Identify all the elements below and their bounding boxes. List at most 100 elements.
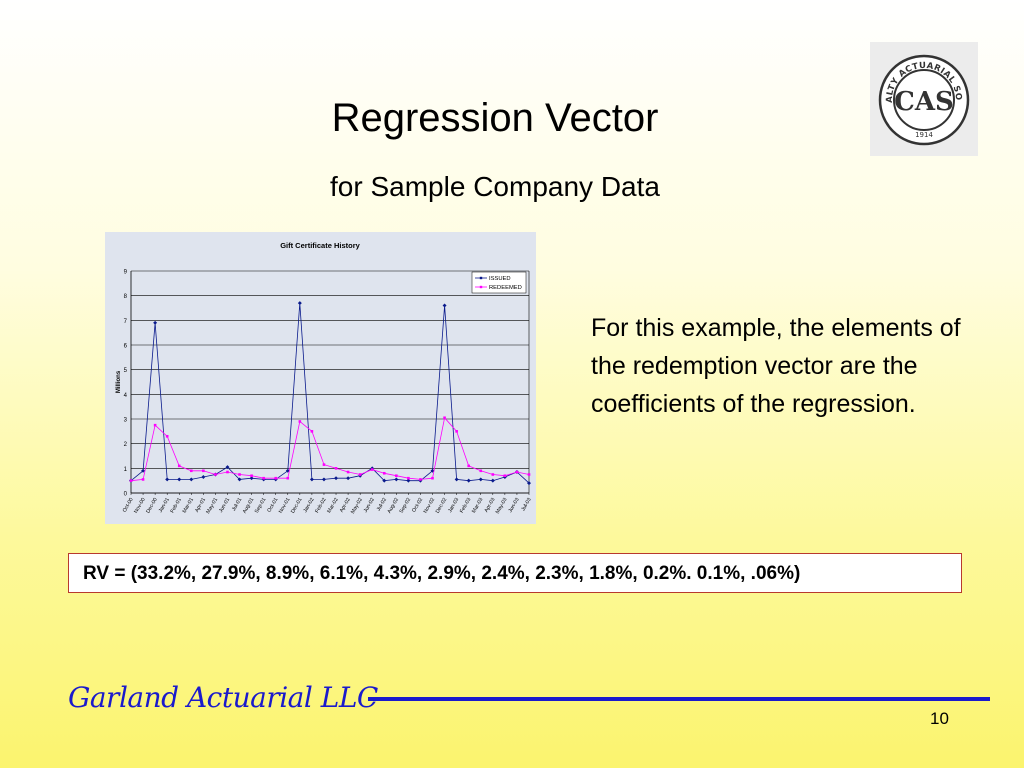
point-redeemed <box>382 471 386 475</box>
page-number: 10 <box>930 709 949 728</box>
point-issued <box>177 477 182 482</box>
point-redeemed <box>310 430 314 433</box>
x-tick-label: Jul-01 <box>231 497 243 512</box>
point-issued <box>321 477 326 482</box>
point-redeemed <box>527 473 531 476</box>
y-tick-label: 3 <box>124 418 128 424</box>
point-issued <box>442 303 447 308</box>
point-redeemed <box>503 474 507 478</box>
x-tick-label: Dec-02 <box>435 497 449 515</box>
point-redeemed <box>479 469 483 473</box>
point-redeemed <box>286 476 290 480</box>
point-redeemed <box>395 474 398 478</box>
point-redeemed <box>202 469 205 473</box>
legend-marker <box>479 276 483 280</box>
point-redeemed <box>358 473 362 476</box>
point-redeemed <box>238 473 241 476</box>
x-tick-label: Mar-01 <box>182 497 195 514</box>
point-redeemed <box>141 478 145 481</box>
x-tick-label: Sep-01 <box>254 497 268 515</box>
legend-box <box>471 271 527 294</box>
chart-title: Gift Certificate History <box>280 241 360 250</box>
point-redeemed <box>334 467 338 470</box>
point-issued <box>527 481 531 486</box>
point-issued <box>454 477 459 482</box>
y-tick-label: 9 <box>124 270 128 276</box>
series-line-issued <box>130 303 530 484</box>
x-tick-label: Mar-02 <box>326 497 339 514</box>
point-redeemed <box>515 470 519 474</box>
point-issued <box>346 476 351 481</box>
point-redeemed <box>419 478 422 481</box>
point-redeemed <box>455 430 458 433</box>
point-redeemed <box>177 464 181 468</box>
point-issued <box>153 320 158 325</box>
x-tick-label: May-03 <box>495 497 509 515</box>
logo-monogram: CAS <box>894 87 954 117</box>
point-issued <box>466 478 471 483</box>
point-issued <box>249 476 254 481</box>
point-redeemed <box>214 473 217 476</box>
point-issued <box>478 477 483 482</box>
slide-subtitle: for Sample Company Data <box>330 171 660 202</box>
legend-label: ISSUED <box>489 276 511 282</box>
y-tick-label: 8 <box>124 294 128 300</box>
point-redeemed <box>274 476 278 480</box>
y-tick-label: 6 <box>124 344 128 350</box>
point-redeemed <box>190 469 193 473</box>
x-tick-label: Dec-00 <box>145 497 159 515</box>
y-tick-label: 0 <box>124 492 128 498</box>
point-redeemed <box>298 420 302 423</box>
point-issued <box>201 474 206 479</box>
slide-title: Regression Vector <box>331 96 659 140</box>
point-issued <box>165 477 170 482</box>
point-issued <box>189 477 194 482</box>
series-line-redeemed <box>130 416 530 482</box>
legend-label: REDEEMED <box>489 285 522 291</box>
point-redeemed <box>346 470 350 474</box>
point-redeemed <box>431 476 434 480</box>
point-issued <box>297 301 302 306</box>
x-tick-label: Sep-02 <box>399 497 413 515</box>
point-redeemed <box>262 476 265 480</box>
point-redeemed <box>226 470 229 474</box>
footer-rule <box>368 697 990 701</box>
y-tick-label: 7 <box>124 319 128 325</box>
cas-logo: CASUALTY ACTUARIAL SOCIETY CAS 1914 <box>866 35 978 156</box>
point-issued <box>406 478 411 483</box>
point-redeemed <box>322 463 326 466</box>
point-redeemed <box>370 468 374 471</box>
point-issued <box>225 465 230 470</box>
footer-company-name: Garland Actuarial LLC <box>68 681 378 714</box>
point-redeemed <box>165 434 169 438</box>
point-issued <box>382 478 387 483</box>
legend-marker <box>479 285 483 289</box>
point-redeemed <box>129 479 133 482</box>
x-tick-label: Dec-01 <box>290 497 304 515</box>
point-redeemed <box>467 464 470 468</box>
x-tick-label: May-01 <box>205 497 219 515</box>
logo-year: 1914 <box>915 131 933 139</box>
regression-vector-box: RV = (33.2%, 27.9%, 8.9%, 6.1%, 4.3%, 2.… <box>68 553 962 593</box>
point-issued <box>237 477 242 482</box>
x-tick-label: Jun-03 <box>508 497 521 514</box>
y-tick-label: 5 <box>124 368 128 374</box>
x-tick-label: Jun-02 <box>363 497 376 514</box>
x-tick-label: Mar-03 <box>471 497 484 514</box>
point-redeemed <box>250 474 253 478</box>
y-tick-label: 4 <box>124 393 128 399</box>
point-redeemed <box>443 416 446 420</box>
point-redeemed <box>491 473 495 476</box>
x-tick-label: Jun-01 <box>218 497 231 514</box>
point-redeemed <box>153 423 157 427</box>
chart-svg: Gift Certificate History 0 1 2 3 4 5 6 7 8 9 Millio… <box>116 241 533 515</box>
x-tick-label: Jul-03 <box>520 497 532 512</box>
point-issued <box>309 477 314 482</box>
x-tick-label: May-02 <box>350 497 364 515</box>
y-tick-label: 1 <box>124 467 128 473</box>
x-tick-label: Jul-02 <box>376 497 388 512</box>
point-redeemed <box>407 476 410 480</box>
point-issued <box>394 477 399 482</box>
point-issued <box>334 476 339 481</box>
y-tick-label: 2 <box>124 442 128 448</box>
